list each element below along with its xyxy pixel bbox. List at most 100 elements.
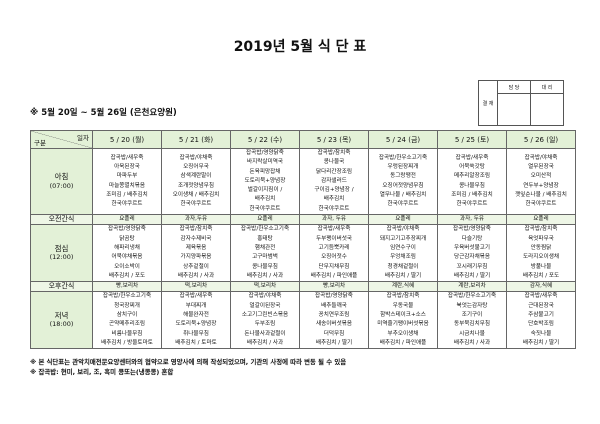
meal-time: (07:00) <box>49 181 74 190</box>
period-subtitle: ※ 5월 20일 ~ 5월 26일 (은천요양원) <box>30 108 177 118</box>
menu-item: 해물완자전 <box>183 312 209 319</box>
menu-item: 메추리알장조림 <box>453 173 491 180</box>
note-2: ※ 잡곡밥: 현미, 보리, 조, 흑미 콩또는(냉콩콩) 혼합 <box>30 368 174 376</box>
menu-item: 배추김치 <box>323 196 345 203</box>
menu-item: 어묵야채볶음 <box>111 254 143 261</box>
menu-item: 잡곡밥/새우죽 <box>317 226 351 233</box>
menu-item: 제육볶음 <box>185 244 207 251</box>
menu-cell: 잡곡밥/새우죽 아욱된장국 마파두부 마늘쫑멸치볶음 조미김 / 배추김치 한국야쿠르트 <box>92 147 162 216</box>
row-label: 오후간식 <box>30 281 93 293</box>
menu-item: 요플레 <box>395 216 411 223</box>
meal-row: 아침 (07:00) 잡곡밥/새우죽 아욱된장국 마파두부 마늘쫑멸치볶음 조미김 / 배추… <box>30 147 576 216</box>
menu-item: 잡곡밥/한우소고기죽 <box>378 154 428 161</box>
day-header: 5 / 23 (목) <box>299 130 369 149</box>
menu-item: 과자, 두유 <box>321 216 347 223</box>
menu-item: 해파리냉채 <box>114 244 140 251</box>
menu-item: 한국야쿠르트 <box>249 205 281 212</box>
menu-item: 청국장찌개 <box>114 302 140 309</box>
menu-item: 배추김치 / 파인애플 <box>310 272 358 279</box>
menu-item: 돈나물사과겉절이 <box>244 330 286 337</box>
menu-item: 떡,보리차 <box>184 283 208 290</box>
menu-item: 어묵쑥갓탕 <box>459 163 485 170</box>
menu-item: 꽁치연무조림 <box>318 312 350 319</box>
menu-item: 잡곡밥/영양닭죽 <box>453 226 491 233</box>
menu-cell: 요플레 <box>506 214 576 226</box>
menu-item: 계란,식혜 <box>391 283 415 290</box>
menu-item: 요플레 <box>257 216 273 223</box>
menu-cell: 떡,보리차 <box>230 281 300 293</box>
menu-item: 마늘쫑멸치볶음 <box>108 182 146 189</box>
menu-item: 가지양파볶음 <box>180 254 212 261</box>
menu-item: 한국야쿠르트 <box>111 201 143 208</box>
menu-cell: 잡곡밥/한우소고기죽 청국장찌개 삼치구이 곤약메추리조림 비름나물무침 배추김치 / 방… <box>92 291 162 350</box>
menu-item: 콩나물무침 <box>459 182 485 189</box>
row-label: 저녁 (18:00) <box>30 291 93 350</box>
menu-item: 곤약메추리조림 <box>108 321 146 328</box>
meal-row: 저녁 (18:00) 잡곡밥/한우소고기죽 청국장찌개 삼치구이 곤약메추리조림 비름나물무… <box>30 291 576 350</box>
menu-item: 근대된장국 <box>528 302 554 309</box>
menu-item: 한국야쿠르트 <box>456 201 488 208</box>
row-label: 아침 (07:00) <box>30 147 93 216</box>
meal-row: 점심 (12:00) 잡곡밥/영양닭죽 닭곰탕 해파리냉채 어묵야채볶음 오이소박이 배추김치… <box>30 224 576 283</box>
menu-item: 다슬기탕 <box>461 235 483 242</box>
menu-item: 단호박조림 <box>528 321 554 328</box>
menu-cell: 잡곡밥/새우죽 어묵쑥갓탕 메추리알장조림 콩나물무침 조미김 / 배추김치 한국야쿠르트 <box>437 147 507 216</box>
meal-name: 저녁 <box>54 311 69 321</box>
menu-item: 열무나물 / 배추김치 <box>379 191 427 198</box>
menu-item: 잡곡밥/참치죽 <box>179 226 213 233</box>
menu-cell: 빵,보리차 <box>92 281 162 293</box>
menu-item: 단무지채무침 <box>318 263 350 270</box>
menu-item: 북엇는감자탕 <box>456 302 488 309</box>
menu-item: 조기구이 <box>461 312 483 319</box>
menu-item: 잡곡밥/새우죽 <box>524 293 558 300</box>
corner-header: 일자 구분 <box>30 130 93 149</box>
menu-item: 오미산적 <box>530 173 552 180</box>
menu-cell: 잡곡밥/영양닭죽 배추들깨국 꽁치연무조림 새송이버섯볶음 더덕무침 배추김치 / 딸기 <box>299 291 369 350</box>
menu-item: 잡곡밥/참치죽 <box>317 150 351 156</box>
menu-item: 배추김치 <box>254 196 276 203</box>
menu-item: 동그랑땡전 <box>390 173 416 180</box>
menu-item: 배추김치 / 사과 <box>177 272 215 279</box>
menu-item: 연두부+양념장 <box>523 182 559 189</box>
menu-item: 오징어젓수 <box>321 254 347 261</box>
menu-item: 배추김치 / 토마토 <box>175 339 217 346</box>
menu-item: 잡곡밥/야채죽 <box>524 154 558 161</box>
menu-cell: 잡곡밥/영양닭죽 바지락살미역국 돈육피망잡채 도토리묵+양념장 벌갈이지짐이 / 배추김… <box>230 147 300 216</box>
menu-item: 잡곡밥/야채죽 <box>386 226 420 233</box>
menu-cell: 계란,식혜 <box>368 281 438 293</box>
menu-item: 소고기그린빈스볶음 <box>241 312 289 319</box>
menu-item: 잡곡밥/영양닭죽 <box>108 226 146 233</box>
menu-item: 숙짓나물 <box>530 330 552 337</box>
menu-cell: 잡곡밥/새우죽 근대된장국 주삼불고기 단호박조림 숙짓나물 배추김치 / 딸기 <box>506 291 576 350</box>
menu-cell: 잡곡밥/영양닭죽 닭곰탕 해파리냉채 어묵야채볶음 오이소박이 배추김치 / 포도 <box>92 224 162 283</box>
menu-item: 배추김치 / 사과 <box>453 339 491 346</box>
day-header: 5 / 22 (수) <box>230 130 300 149</box>
menu-item: 주삼불고기 <box>528 312 554 319</box>
menu-item: 부추오이생채 <box>387 330 419 337</box>
menu-item: 배추김치 / 딸기 <box>453 272 491 279</box>
menu-cell: 요플레 <box>92 214 162 226</box>
menu-item: 햄채관전 <box>254 244 276 251</box>
row-label: 점심 (12:00) <box>30 224 93 283</box>
menu-item: 잡곡밥/야채죽 <box>248 293 282 300</box>
menu-item: 동부묵김치무침 <box>453 321 491 328</box>
menu-item: 콩나물국 <box>323 159 345 166</box>
day-header: 5 / 20 (월) <box>92 130 162 149</box>
menu-item: 배추김치 / 파인애플 <box>379 339 427 346</box>
menu-item: 요플레 <box>533 216 549 223</box>
menu-cell: 잡곡밥/야채죽 오징어무국 삼색계란말이 조개젓양념무침 오이생채 / 배추김치 한국야쿠… <box>161 147 231 216</box>
menu-item: 비름나물무침 <box>111 330 143 337</box>
menu-cell: 떡,보리차 <box>161 281 231 293</box>
menu-item: 잡곡밥/참치죽 <box>524 226 558 233</box>
menu-item: 과자,두유 <box>184 216 208 223</box>
menu-cell: 잡곡밥/한우소고기죽 홍태탕 햄채관전 고구마범벅 콩나물무침 배추김치 / 사과 <box>230 224 300 283</box>
menu-item: 배추김치 / 딸기 <box>315 339 353 346</box>
menu-item: 바지락살미역국 <box>246 159 284 166</box>
menu-cell: 잡곡밥/야채죽 얼갈이된장국 소고기그린빈스볶음 두부조림 돈나물사과겉절이 배추김치 /… <box>230 291 300 350</box>
menu-item: 한국야쿠르트 <box>387 201 419 208</box>
menu-item: 배추김치 / 포도 <box>108 272 146 279</box>
menu-item: 당근감자채볶음 <box>453 254 491 261</box>
row-label: 오전간식 <box>30 214 93 226</box>
menu-item: 열무된장국 <box>528 163 554 170</box>
menu-item: 얼갈이된장국 <box>249 302 281 309</box>
